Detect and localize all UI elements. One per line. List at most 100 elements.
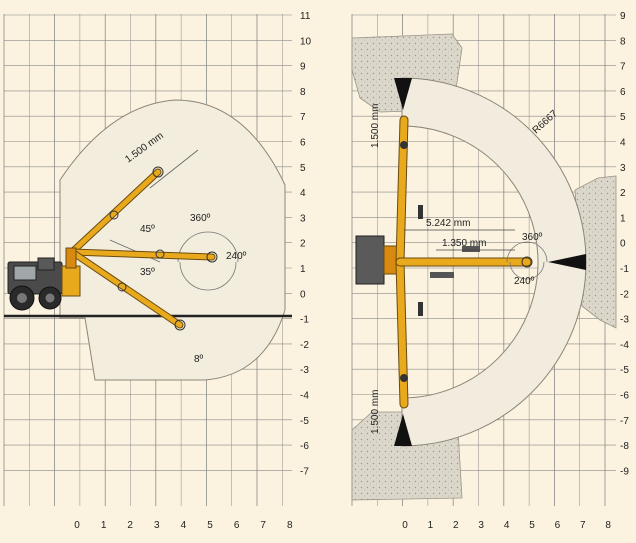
boom-joint [174,319,186,331]
plan-rotation-arc-360 [506,241,548,263]
boom-joint [152,166,164,178]
axis-tick-label: 2 [620,188,626,199]
axis-tick-label: 5 [207,520,213,531]
axis-tick-label: 2 [300,239,306,250]
short-dimension-label: 1.350 mm [442,238,486,249]
axis-tick-label: -7 [300,466,309,477]
axis-tick-label: 1 [101,520,107,531]
axis-tick-label: 3 [478,520,484,531]
clearance-marker-top [394,78,412,110]
axis-tick-label: -4 [620,340,629,351]
axis-tick-label: -9 [620,466,629,477]
axis-tick-label: 4 [181,520,187,531]
plan-x-axis-ticks: 0 1 2 3 4 5 6 7 8 [402,520,611,531]
axis-tick-label: -5 [300,416,309,427]
rotation-arc-360 [177,231,239,263]
axis-tick-label: 1 [620,213,626,224]
axis-tick-label: 6 [234,520,240,531]
axis-tick-label: -6 [300,441,309,452]
axis-tick-label: -3 [620,315,629,326]
axis-tick-label: 7 [620,62,626,73]
axis-tick-label: 0 [402,520,408,531]
axis-tick-label: 3 [154,520,160,531]
boom-tip [521,256,533,268]
rotation-240-label: 240º [226,251,247,262]
axis-tick-label: 4 [620,138,626,149]
boom-middle [69,249,215,260]
radius-label: R6667 [531,108,561,136]
axis-tick-label: -4 [300,391,309,402]
plan-booms [395,115,533,409]
axis-tick-label: 4 [300,188,306,199]
axis-tick-label: 6 [620,87,626,98]
axis-tick-label: -8 [620,441,629,452]
axis-tick-label: 3 [620,163,626,174]
reach-dimension-line [149,149,199,189]
side-view-panel: 1.500 mm 45º 35º 360º 240º 8º 1110987654… [3,11,312,531]
angle-up-label: 45º [140,224,155,235]
axis-tick-label: -1 [620,264,629,275]
side-reach-envelope [59,99,286,381]
axis-tick-label: 5 [620,112,626,123]
drill-rig-vehicle [7,247,81,311]
rotation-arc-240 [179,261,237,291]
boom-joint [155,249,165,259]
axis-tick-label: -3 [300,365,309,376]
axis-tick-label: 6 [555,520,561,531]
angle-down-label: 35º [140,267,155,278]
axis-tick-label: 8 [620,36,626,47]
axis-tick-label: 11 [300,11,311,22]
axis-tick-label: 5 [300,163,306,174]
axis-tick-label: -7 [620,416,629,427]
plan-view-panel: 1.500 mm 1.500 mm R6667 5.242 mm 1.350 m… [351,11,629,531]
axis-tick-label: 10 [300,36,312,47]
long-dimension-label: 5.242 mm [426,218,470,229]
axis-tick-label: 6 [300,138,306,149]
boom-joint [206,251,218,263]
clearance-marker-right [548,254,586,270]
plan-rotation-240-label: 240º [514,276,535,287]
axis-tick-label: -6 [620,391,629,402]
axis-tick-label: 5 [529,520,535,531]
axis-tick-label: 7 [580,520,586,531]
bottom-clearance-label: 1.500 mm [370,390,381,434]
boom-upper [69,169,161,255]
axis-tick-label: -2 [300,340,309,351]
axis-tick-label: 0 [74,520,80,531]
axis-tick-label: 8 [605,520,611,531]
axis-tick-label: 9 [300,62,306,73]
side-booms [68,166,218,331]
axis-tick-label: 3 [300,213,306,224]
axis-tick-label: 7 [300,112,306,123]
rock-wall-right [574,175,617,329]
axis-tick-label: 1 [428,520,434,531]
boom-joint [109,210,119,220]
plan-coverage-envelope [401,77,587,447]
axis-tick-label: 2 [453,520,459,531]
boom-joint [400,141,408,149]
axis-tick-label: 7 [260,520,266,531]
axis-tick-label: 1 [300,264,306,275]
axis-tick-label: 8 [287,520,293,531]
axis-tick-label: -5 [620,365,629,376]
axis-tick-label: 9 [620,11,626,22]
side-x-axis-ticks: 0 1 2 3 4 5 6 7 8 [74,520,293,531]
axis-tick-label: 0 [300,289,306,300]
top-clearance-label: 1.500 mm [370,104,381,148]
boom-joint [400,374,408,382]
tip-angle-label: 8º [194,354,204,365]
axis-tick-label: 2 [127,520,133,531]
axis-tick-label: 8 [300,87,306,98]
rig-body-top-view [355,235,385,285]
boom-joint [117,282,127,292]
axis-tick-label: -1 [300,315,309,326]
plan-rotation-arc-240 [509,261,545,280]
plan-y-axis-ticks: 9 8 7 6 5 4 3 2 1 0 -1 -2 -3 -4 -5 -6 -7 -8 -9 [620,11,629,477]
axis-tick-label: -2 [620,289,629,300]
rotation-360-label: 360º [190,213,211,224]
axis-tick-label: 0 [620,239,626,250]
plan-rotation-360-label: 360º [522,232,543,243]
